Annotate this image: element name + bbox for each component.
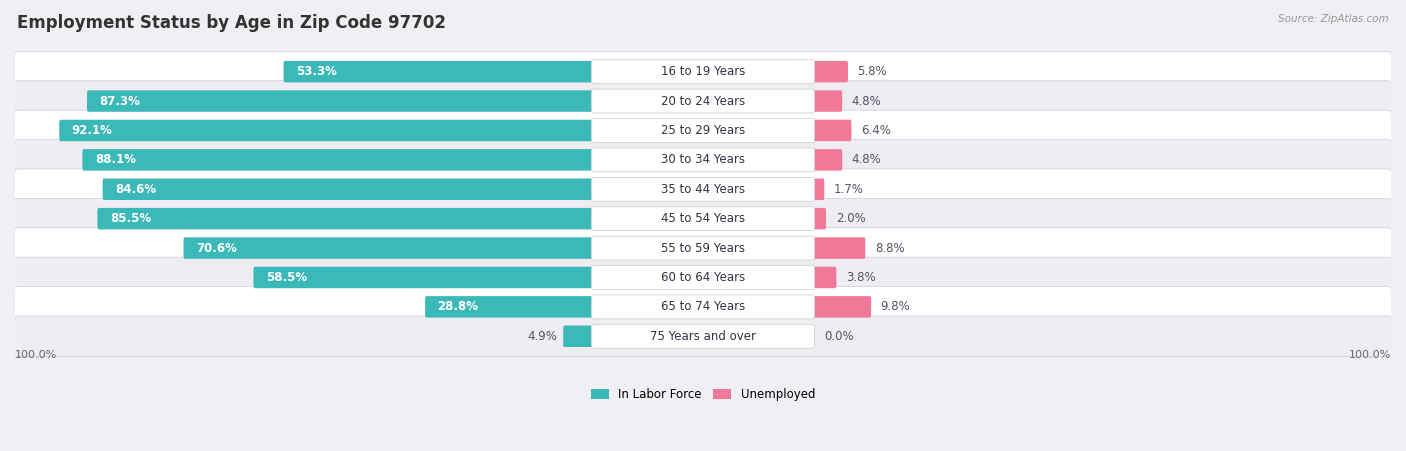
FancyBboxPatch shape — [811, 208, 825, 230]
FancyBboxPatch shape — [592, 266, 814, 290]
Text: 16 to 19 Years: 16 to 19 Years — [661, 65, 745, 78]
FancyBboxPatch shape — [83, 149, 595, 170]
Text: 8.8%: 8.8% — [875, 242, 904, 254]
Text: 6.4%: 6.4% — [860, 124, 891, 137]
Text: 87.3%: 87.3% — [100, 95, 141, 107]
FancyBboxPatch shape — [592, 236, 814, 260]
FancyBboxPatch shape — [103, 179, 595, 200]
Text: 9.8%: 9.8% — [880, 300, 911, 313]
FancyBboxPatch shape — [564, 326, 595, 347]
Text: 60 to 64 Years: 60 to 64 Years — [661, 271, 745, 284]
FancyBboxPatch shape — [284, 61, 595, 83]
FancyBboxPatch shape — [87, 90, 595, 112]
FancyBboxPatch shape — [811, 61, 848, 83]
FancyBboxPatch shape — [811, 149, 842, 170]
FancyBboxPatch shape — [14, 110, 1392, 151]
Text: 0.0%: 0.0% — [824, 330, 853, 343]
Text: 100.0%: 100.0% — [1348, 350, 1391, 360]
Text: 84.6%: 84.6% — [115, 183, 156, 196]
Text: 4.8%: 4.8% — [852, 153, 882, 166]
FancyBboxPatch shape — [811, 267, 837, 288]
FancyBboxPatch shape — [811, 296, 872, 318]
FancyBboxPatch shape — [811, 90, 842, 112]
FancyBboxPatch shape — [14, 139, 1392, 180]
Text: 75 Years and over: 75 Years and over — [650, 330, 756, 343]
Text: 100.0%: 100.0% — [15, 350, 58, 360]
Text: 4.8%: 4.8% — [852, 95, 882, 107]
FancyBboxPatch shape — [14, 257, 1392, 298]
FancyBboxPatch shape — [592, 324, 814, 348]
FancyBboxPatch shape — [592, 148, 814, 172]
FancyBboxPatch shape — [97, 208, 595, 230]
Text: 3.8%: 3.8% — [846, 271, 876, 284]
Text: 35 to 44 Years: 35 to 44 Years — [661, 183, 745, 196]
Text: 28.8%: 28.8% — [437, 300, 478, 313]
Text: 4.9%: 4.9% — [527, 330, 558, 343]
FancyBboxPatch shape — [14, 169, 1392, 210]
Text: 58.5%: 58.5% — [266, 271, 307, 284]
FancyBboxPatch shape — [592, 89, 814, 113]
FancyBboxPatch shape — [184, 237, 595, 259]
FancyBboxPatch shape — [811, 120, 852, 141]
Text: 70.6%: 70.6% — [195, 242, 236, 254]
FancyBboxPatch shape — [592, 60, 814, 83]
Text: 25 to 29 Years: 25 to 29 Years — [661, 124, 745, 137]
FancyBboxPatch shape — [592, 177, 814, 201]
Text: 92.1%: 92.1% — [72, 124, 112, 137]
Text: 20 to 24 Years: 20 to 24 Years — [661, 95, 745, 107]
Text: 45 to 54 Years: 45 to 54 Years — [661, 212, 745, 225]
FancyBboxPatch shape — [811, 237, 865, 259]
Text: 30 to 34 Years: 30 to 34 Years — [661, 153, 745, 166]
FancyBboxPatch shape — [14, 316, 1392, 357]
FancyBboxPatch shape — [59, 120, 595, 141]
FancyBboxPatch shape — [14, 51, 1392, 92]
Text: 5.8%: 5.8% — [858, 65, 887, 78]
FancyBboxPatch shape — [14, 286, 1392, 327]
Text: 88.1%: 88.1% — [94, 153, 136, 166]
FancyBboxPatch shape — [253, 267, 595, 288]
FancyBboxPatch shape — [592, 295, 814, 319]
FancyBboxPatch shape — [14, 198, 1392, 239]
Text: 85.5%: 85.5% — [110, 212, 150, 225]
Text: 65 to 74 Years: 65 to 74 Years — [661, 300, 745, 313]
FancyBboxPatch shape — [14, 228, 1392, 268]
FancyBboxPatch shape — [14, 81, 1392, 121]
Text: 1.7%: 1.7% — [834, 183, 863, 196]
Text: Employment Status by Age in Zip Code 97702: Employment Status by Age in Zip Code 977… — [17, 14, 446, 32]
FancyBboxPatch shape — [811, 179, 824, 200]
Text: 2.0%: 2.0% — [835, 212, 866, 225]
FancyBboxPatch shape — [811, 326, 814, 347]
FancyBboxPatch shape — [592, 119, 814, 143]
Text: 55 to 59 Years: 55 to 59 Years — [661, 242, 745, 254]
FancyBboxPatch shape — [592, 207, 814, 230]
Text: Source: ZipAtlas.com: Source: ZipAtlas.com — [1278, 14, 1389, 23]
Text: 53.3%: 53.3% — [295, 65, 337, 78]
FancyBboxPatch shape — [425, 296, 595, 318]
Legend: In Labor Force, Unemployed: In Labor Force, Unemployed — [586, 383, 820, 406]
